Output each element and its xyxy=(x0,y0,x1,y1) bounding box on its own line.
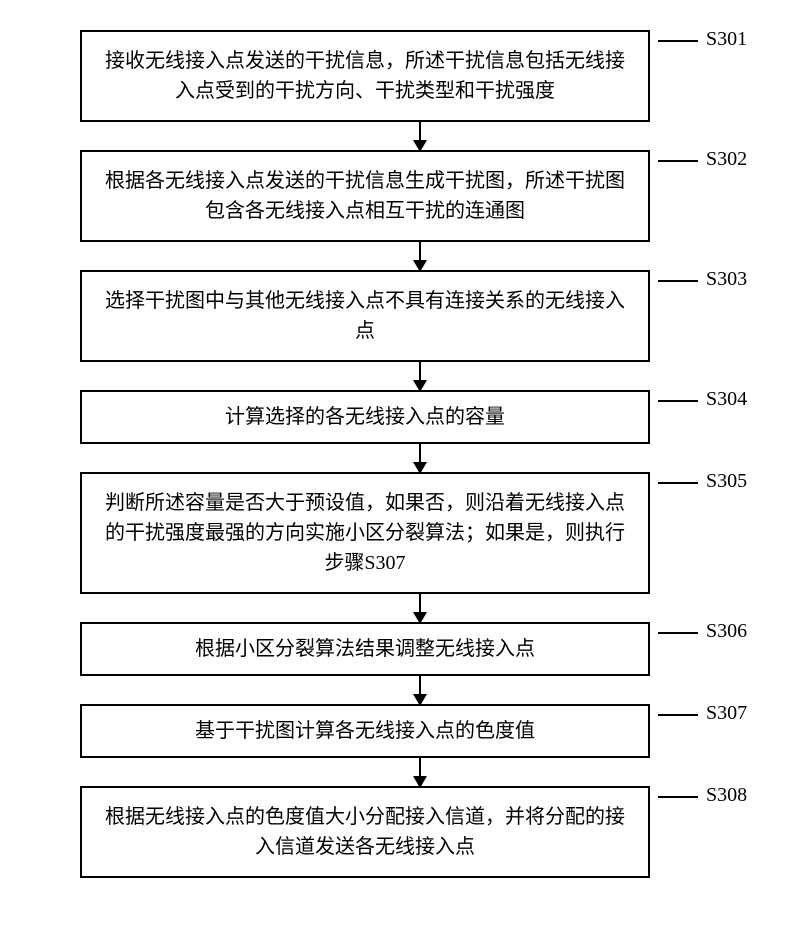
arrow-icon xyxy=(419,122,421,150)
connector-line xyxy=(658,280,698,282)
step-row-s302: 根据各无线接入点发送的干扰信息生成干扰图，所述干扰图包含各无线接入点相互干扰的连… xyxy=(40,150,760,242)
step-label: S305 xyxy=(706,470,747,493)
step-row-s307: 基于干扰图计算各无线接入点的色度值 S307 xyxy=(40,704,760,758)
step-box-s306: 根据小区分裂算法结果调整无线接入点 xyxy=(80,622,650,676)
step-box-s308: 根据无线接入点的色度值大小分配接入信道，并将分配的接入信道发送各无线接入点 xyxy=(80,786,650,878)
flowchart-container: 接收无线接入点发送的干扰信息，所述干扰信息包括无线接入点受到的干扰方向、干扰类型… xyxy=(40,30,760,878)
connector-s301: S301 xyxy=(658,30,747,51)
arrow-icon xyxy=(419,594,421,622)
connector-s302: S302 xyxy=(658,150,747,171)
arrow-icon xyxy=(419,676,421,704)
arrow-container xyxy=(135,122,705,150)
step-label: S308 xyxy=(706,784,747,807)
arrow-icon xyxy=(419,444,421,472)
step-label: S301 xyxy=(706,28,747,51)
step-text: 判断所述容量是否大于预设值，如果否，则沿着无线接入点的干扰强度最强的方向实施小区… xyxy=(105,492,625,574)
step-text: 选择干扰图中与其他无线接入点不具有连接关系的无线接入点 xyxy=(105,290,625,342)
connector-line xyxy=(658,160,698,162)
step-text: 根据小区分裂算法结果调整无线接入点 xyxy=(195,638,535,660)
connector-s303: S303 xyxy=(658,270,747,291)
arrow-container xyxy=(135,594,705,622)
arrow-container xyxy=(135,242,705,270)
step-label: S303 xyxy=(706,268,747,291)
arrow-container xyxy=(135,676,705,704)
step-row-s308: 根据无线接入点的色度值大小分配接入信道，并将分配的接入信道发送各无线接入点 S3… xyxy=(40,786,760,878)
connector-line xyxy=(658,400,698,402)
step-row-s301: 接收无线接入点发送的干扰信息，所述干扰信息包括无线接入点受到的干扰方向、干扰类型… xyxy=(40,30,760,122)
step-label: S306 xyxy=(706,620,747,643)
step-box-s304: 计算选择的各无线接入点的容量 xyxy=(80,390,650,444)
step-row-s306: 根据小区分裂算法结果调整无线接入点 S306 xyxy=(40,622,760,676)
connector-s307: S307 xyxy=(658,704,747,725)
step-box-s303: 选择干扰图中与其他无线接入点不具有连接关系的无线接入点 xyxy=(80,270,650,362)
step-box-s302: 根据各无线接入点发送的干扰信息生成干扰图，所述干扰图包含各无线接入点相互干扰的连… xyxy=(80,150,650,242)
step-label: S307 xyxy=(706,702,747,725)
step-row-s303: 选择干扰图中与其他无线接入点不具有连接关系的无线接入点 S303 xyxy=(40,270,760,362)
arrow-container xyxy=(135,444,705,472)
step-text: 计算选择的各无线接入点的容量 xyxy=(225,406,505,428)
connector-line xyxy=(658,796,698,798)
connector-line xyxy=(658,714,698,716)
connector-s308: S308 xyxy=(658,786,747,807)
step-row-s305: 判断所述容量是否大于预设值，如果否，则沿着无线接入点的干扰强度最强的方向实施小区… xyxy=(40,472,760,594)
step-row-s304: 计算选择的各无线接入点的容量 S304 xyxy=(40,390,760,444)
step-box-s301: 接收无线接入点发送的干扰信息，所述干扰信息包括无线接入点受到的干扰方向、干扰类型… xyxy=(80,30,650,122)
step-label: S302 xyxy=(706,148,747,171)
step-box-s307: 基于干扰图计算各无线接入点的色度值 xyxy=(80,704,650,758)
step-label: S304 xyxy=(706,388,747,411)
arrow-container xyxy=(135,758,705,786)
step-text: 根据各无线接入点发送的干扰信息生成干扰图，所述干扰图包含各无线接入点相互干扰的连… xyxy=(105,170,625,222)
step-text: 接收无线接入点发送的干扰信息，所述干扰信息包括无线接入点受到的干扰方向、干扰类型… xyxy=(105,50,625,102)
arrow-container xyxy=(135,362,705,390)
arrow-icon xyxy=(419,758,421,786)
connector-s304: S304 xyxy=(658,390,747,411)
step-text: 根据无线接入点的色度值大小分配接入信道，并将分配的接入信道发送各无线接入点 xyxy=(105,806,625,858)
connector-line xyxy=(658,632,698,634)
connector-s305: S305 xyxy=(658,472,747,493)
arrow-icon xyxy=(419,242,421,270)
connector-line xyxy=(658,40,698,42)
step-box-s305: 判断所述容量是否大于预设值，如果否，则沿着无线接入点的干扰强度最强的方向实施小区… xyxy=(80,472,650,594)
connector-s306: S306 xyxy=(658,622,747,643)
connector-line xyxy=(658,482,698,484)
arrow-icon xyxy=(419,362,421,390)
step-text: 基于干扰图计算各无线接入点的色度值 xyxy=(195,720,535,742)
